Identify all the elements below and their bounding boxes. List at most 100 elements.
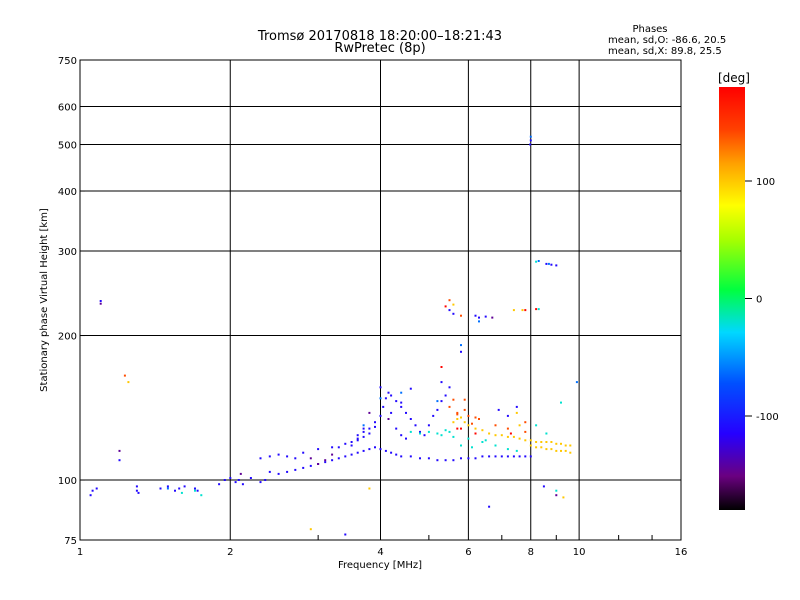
data-point <box>560 401 562 404</box>
data-point <box>405 411 407 414</box>
data-point <box>535 308 538 311</box>
data-point <box>264 479 267 481</box>
data-point <box>444 305 447 308</box>
data-point <box>478 320 480 323</box>
data-point <box>196 489 199 492</box>
data-point <box>409 387 412 390</box>
data-point <box>471 446 473 449</box>
x-tick-label: 2 <box>227 547 233 558</box>
data-point <box>440 366 443 368</box>
data-point <box>463 408 466 411</box>
data-point <box>481 441 484 443</box>
data-point <box>309 464 312 467</box>
data-point <box>324 461 327 464</box>
data-point <box>384 449 387 452</box>
data-point <box>518 424 521 427</box>
data-point <box>309 528 312 531</box>
data-point <box>183 485 186 488</box>
data-point <box>400 391 403 394</box>
data-point <box>448 309 451 312</box>
data-point <box>440 400 443 403</box>
data-point <box>178 487 181 490</box>
data-point <box>137 491 140 494</box>
data-point <box>337 457 340 460</box>
data-point <box>241 483 244 486</box>
colorbar <box>719 87 745 510</box>
data-point <box>344 455 347 458</box>
data-point <box>362 449 365 452</box>
data-point <box>537 308 540 311</box>
data-point <box>374 446 376 449</box>
data-point <box>506 448 509 451</box>
stats-o-mode: mean, sd,O: -86.6, 20.5 <box>608 35 726 46</box>
data-point <box>535 260 538 263</box>
data-point <box>481 429 484 432</box>
stats-header: Phases <box>632 24 667 35</box>
data-point <box>529 143 532 146</box>
data-point <box>423 434 426 437</box>
data-point <box>452 459 455 462</box>
data-point <box>368 432 371 435</box>
data-point <box>518 455 521 458</box>
data-point <box>436 400 439 403</box>
data-point <box>529 139 532 142</box>
stats-x-mode: mean, sd,X: 89.8, 25.5 <box>608 46 722 57</box>
data-point <box>478 316 480 319</box>
data-point <box>515 449 518 452</box>
data-point <box>456 413 459 416</box>
data-point <box>218 483 221 486</box>
data-point <box>506 455 509 458</box>
y-tick-label: 600 <box>58 103 77 114</box>
data-point <box>575 381 578 384</box>
data-point <box>545 432 548 435</box>
data-point <box>550 448 553 451</box>
data-point <box>118 459 121 462</box>
data-point <box>463 398 466 401</box>
data-point <box>166 487 169 490</box>
y-tick-label: 750 <box>58 56 77 67</box>
y-tick-label: 400 <box>58 187 77 198</box>
data-point <box>456 418 459 420</box>
data-point <box>259 481 262 484</box>
data-point <box>400 434 403 437</box>
data-point <box>506 427 509 430</box>
data-point <box>362 427 365 430</box>
data-point <box>432 414 435 417</box>
data-point <box>545 448 548 451</box>
y-axis-label: Stationary phase Virtual Height [km] <box>39 208 50 392</box>
data-point <box>344 442 347 445</box>
data-point <box>460 457 462 460</box>
data-point <box>356 437 359 440</box>
data-point <box>414 424 417 427</box>
grid-lines <box>80 60 681 540</box>
data-point <box>555 489 558 492</box>
data-point <box>494 444 497 447</box>
plot-frame <box>79 59 682 541</box>
data-point <box>237 479 240 481</box>
data-point <box>448 386 451 389</box>
colorbar-tick-label: 100 <box>756 177 775 188</box>
data-point <box>239 472 242 475</box>
data-point <box>387 418 390 420</box>
data-point <box>277 453 280 456</box>
data-point <box>277 472 280 475</box>
data-point <box>488 455 491 458</box>
data-point <box>390 394 393 397</box>
data-point <box>409 430 412 433</box>
x-tick-label: 1 <box>77 547 83 558</box>
data-point <box>452 312 455 315</box>
data-point <box>387 391 390 394</box>
data-point <box>379 397 382 400</box>
data-point <box>535 424 538 427</box>
data-point <box>555 442 558 445</box>
data-point <box>286 470 289 473</box>
data-point <box>506 435 509 438</box>
chart-subtitle: RwPretec (8p) <box>334 41 425 56</box>
data-point <box>362 435 365 438</box>
data-point <box>395 453 398 456</box>
data-point <box>452 398 455 401</box>
data-point <box>436 432 439 435</box>
colorbar-tick-label: -100 <box>756 412 779 423</box>
data-point <box>194 487 196 490</box>
data-point <box>382 405 385 408</box>
